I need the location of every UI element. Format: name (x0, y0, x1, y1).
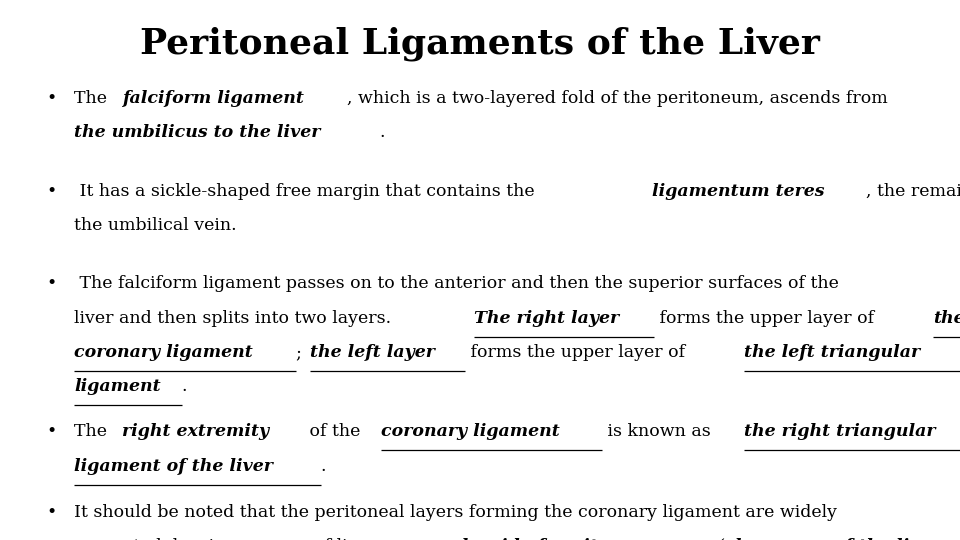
Text: falciform ligament: falciform ligament (122, 90, 304, 107)
Text: It should be noted that the peritoneal layers forming the coronary ligament are : It should be noted that the peritoneal l… (75, 504, 837, 521)
Text: Peritoneal Ligaments of the Liver: Peritoneal Ligaments of the Liver (140, 26, 820, 61)
Text: devoid of peritoneum: devoid of peritoneum (456, 538, 663, 540)
Text: The right layer: The right layer (474, 309, 619, 327)
Text: The: The (75, 90, 113, 107)
Text: the umbilical vein.: the umbilical vein. (75, 217, 237, 234)
Text: ligament: ligament (75, 379, 161, 395)
Text: ;: ; (296, 344, 307, 361)
Text: bare area of the liver: bare area of the liver (735, 538, 940, 540)
Text: .: . (380, 124, 385, 141)
Text: ligamentum teres: ligamentum teres (652, 183, 825, 200)
Text: right extremity: right extremity (122, 423, 270, 441)
Text: separated, leaving an area of liver: separated, leaving an area of liver (75, 538, 382, 540)
Text: (: ( (713, 538, 731, 540)
Text: the umbilicus to the liver: the umbilicus to the liver (75, 124, 321, 141)
Text: •: • (47, 275, 57, 292)
Text: •: • (47, 504, 57, 521)
Text: , the remains of: , the remains of (866, 183, 960, 200)
Text: •: • (47, 90, 57, 107)
Text: •: • (47, 183, 57, 200)
Text: .: . (181, 379, 187, 395)
Text: •: • (47, 423, 57, 441)
Text: of the: of the (304, 423, 367, 441)
Text: The: The (75, 423, 113, 441)
Text: ligament of the liver: ligament of the liver (75, 458, 274, 475)
Text: the left triangular: the left triangular (744, 344, 921, 361)
Text: .: . (321, 458, 326, 475)
Text: the left layer: the left layer (310, 344, 435, 361)
Text: coronary ligament: coronary ligament (75, 344, 253, 361)
Text: The falciform ligament passes on to the anterior and then the superior surfaces : The falciform ligament passes on to the … (75, 275, 839, 292)
Text: , which is a two-layered fold of the peritoneum, ascends from: , which is a two-layered fold of the per… (348, 90, 888, 107)
Text: forms the upper layer of: forms the upper layer of (654, 309, 879, 327)
Text: coronary ligament: coronary ligament (381, 423, 560, 441)
Text: the right triangular: the right triangular (744, 423, 935, 441)
Text: liver and then splits into two layers.: liver and then splits into two layers. (75, 309, 397, 327)
Text: forms the upper layer of: forms the upper layer of (465, 344, 690, 361)
Text: the: the (933, 309, 960, 327)
Text: It has a sickle-shaped free margin that contains the: It has a sickle-shaped free margin that … (75, 183, 540, 200)
Text: is known as: is known as (603, 423, 717, 441)
